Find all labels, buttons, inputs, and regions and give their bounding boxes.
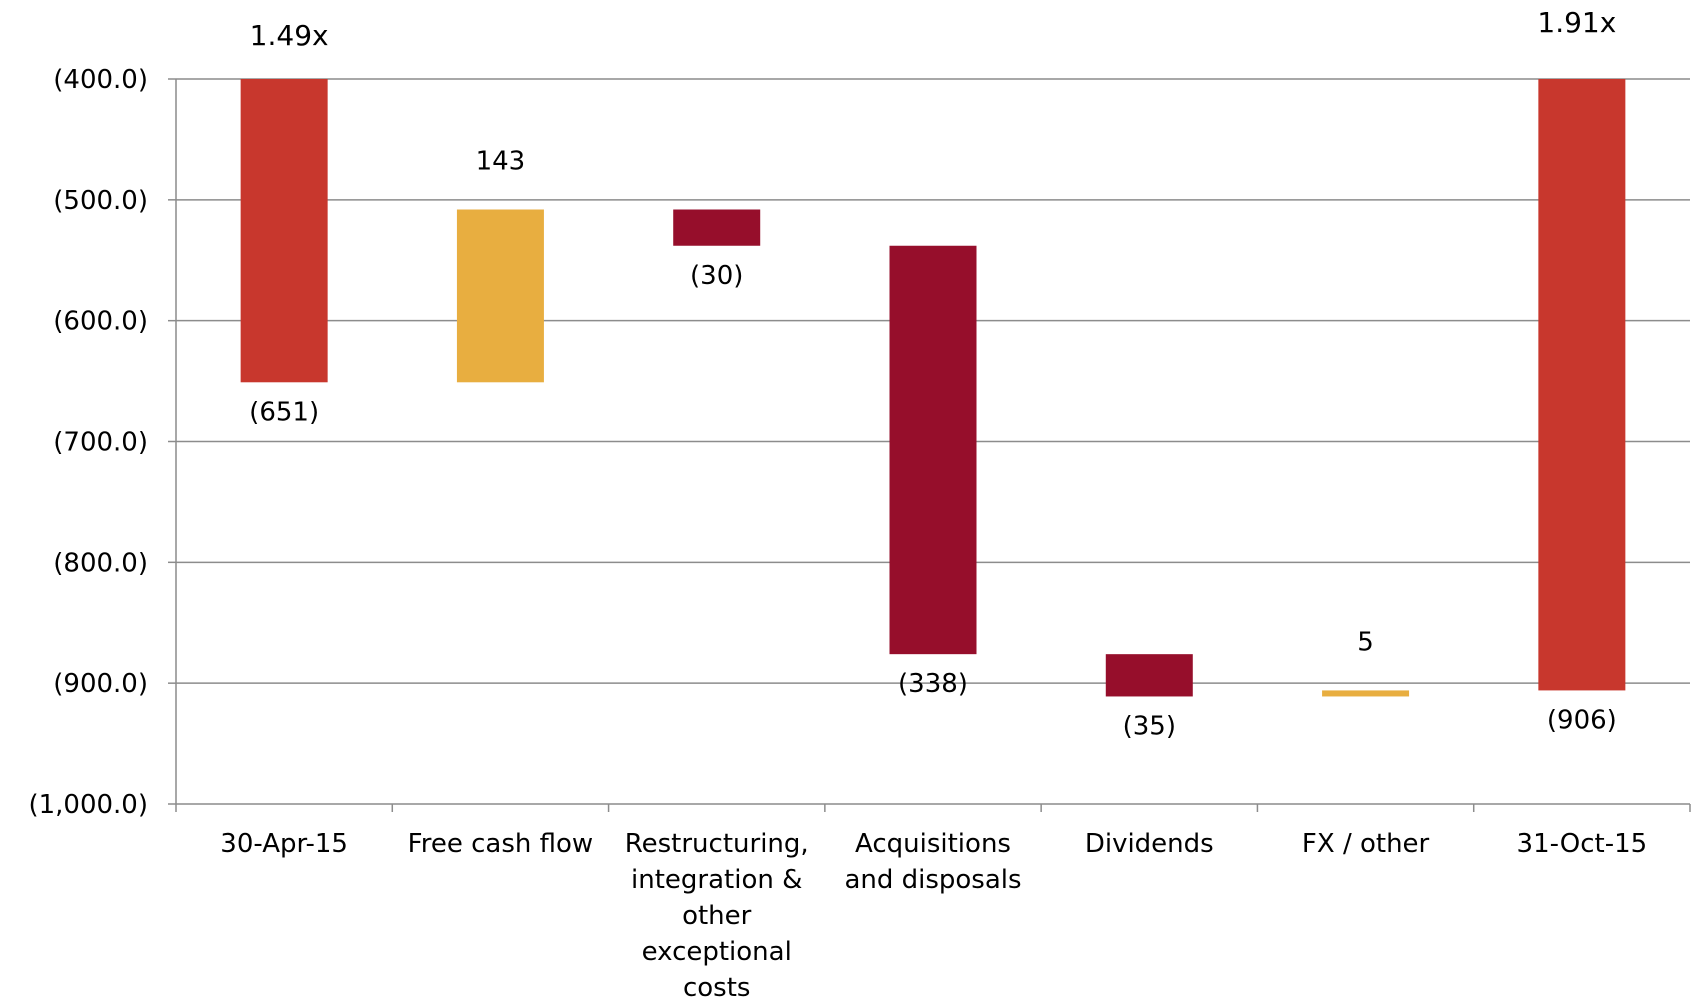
bar-total [240, 79, 328, 383]
bars [240, 79, 1626, 697]
axes [168, 78, 1691, 812]
leverage-ratio-label: 1.91x [1537, 6, 1616, 39]
x-category-label: Restructuring, [625, 829, 809, 859]
leverage-ratio-label: 1.49x [250, 19, 329, 52]
bar-value-label: (651) [249, 397, 319, 427]
labels: (400.0) (500.0) (600.0) (700.0) (800.0) (900.… [28, 6, 1647, 1000]
bar-increase [1322, 690, 1410, 697]
y-tick-label: (500.0) [53, 186, 148, 216]
x-category-label: exceptional [642, 937, 792, 967]
y-tick-label: (700.0) [53, 428, 148, 458]
x-category-label: Dividends [1085, 829, 1214, 859]
x-category-label: 30-Apr-15 [220, 829, 348, 859]
bar-value-label: (338) [898, 669, 968, 699]
x-category-label: costs [683, 973, 751, 1000]
bar-increase [456, 209, 544, 383]
y-tick-label: (900.0) [53, 669, 148, 699]
bar-value-label: 5 [1357, 627, 1374, 657]
bar-decrease [673, 209, 761, 246]
y-tick-label: (400.0) [53, 65, 148, 95]
bar-decrease [1105, 654, 1193, 697]
bar-decrease [889, 245, 977, 655]
x-category-label: FX / other [1302, 829, 1430, 859]
x-category-label: Acquisitions [855, 829, 1011, 859]
x-category-label: and disposals [844, 865, 1021, 895]
x-category-label: 31-Oct-15 [1517, 829, 1648, 859]
y-tick-label: (600.0) [53, 307, 148, 337]
y-tick-label: (1,000.0) [28, 790, 148, 820]
x-category-label: integration & [631, 865, 802, 895]
bar-value-label: (30) [690, 261, 743, 291]
bar-total [1538, 79, 1626, 691]
x-category-label: Free cash flow [408, 829, 594, 859]
y-tick-label: (800.0) [53, 548, 148, 578]
bar-value-label: (35) [1123, 711, 1176, 741]
bar-value-label: (906) [1547, 705, 1617, 735]
x-category-label: other [682, 901, 752, 931]
bar-value-label: 143 [476, 147, 526, 177]
